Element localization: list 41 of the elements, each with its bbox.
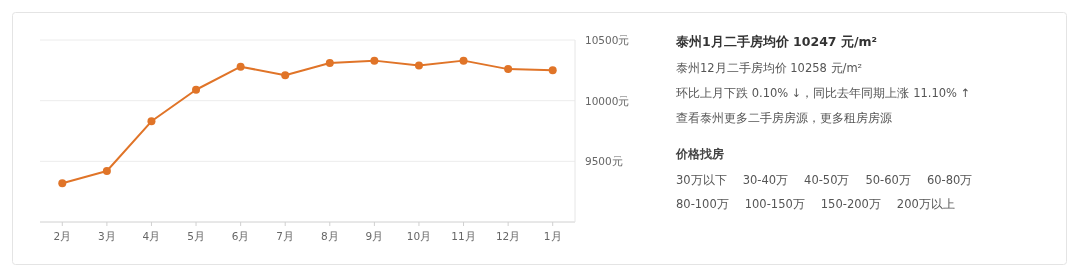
text: 40-50万 bbox=[804, 173, 850, 187]
text: 150-200万 bbox=[820, 197, 881, 211]
x-tick-label: 5月 bbox=[187, 230, 205, 242]
point bbox=[192, 85, 201, 94]
x-tick-label: 9月 bbox=[365, 230, 384, 242]
y-tick-label: 10000元 bbox=[585, 94, 630, 107]
text: 查看泰州更多二手房房源，更多租房房源 bbox=[676, 111, 892, 125]
x-tick-label: 3月 bbox=[98, 230, 116, 242]
point bbox=[370, 56, 379, 65]
text: 泰州12月二手房均价 10258 元/m² bbox=[676, 61, 863, 75]
point bbox=[414, 61, 423, 70]
x-tick-label: 4月 bbox=[142, 230, 161, 242]
x-tick-label: 7月 bbox=[276, 230, 295, 242]
x-tick-label: 12月 bbox=[495, 230, 521, 242]
point bbox=[147, 117, 156, 126]
text: 80-100万 bbox=[676, 197, 729, 211]
point bbox=[281, 71, 290, 80]
point bbox=[325, 59, 334, 68]
text: 泰州1月二手房均价 10247 元/m² bbox=[675, 34, 877, 49]
point bbox=[102, 167, 111, 176]
text: 环比上月下跌 0.10% ↓，同比去年同期上涨 11.10% ↑ bbox=[676, 86, 971, 100]
point bbox=[504, 65, 513, 74]
text: 200万以上 bbox=[896, 197, 955, 211]
point bbox=[459, 56, 468, 65]
x-tick-label: 6月 bbox=[231, 230, 250, 242]
x-tick-label: 8月 bbox=[320, 230, 339, 242]
x-tick-label: 11月 bbox=[451, 230, 476, 242]
y-tick-label: 10500元 bbox=[585, 34, 630, 46]
x-tick-label: 10月 bbox=[406, 230, 432, 242]
x-tick-label: 2月 bbox=[53, 230, 72, 242]
text: 30万以下 bbox=[676, 173, 727, 187]
x-tick-label: 1月 bbox=[543, 230, 562, 242]
text: 100-150万 bbox=[744, 197, 805, 211]
point bbox=[236, 62, 245, 71]
text: 价格找房 bbox=[675, 147, 724, 161]
point bbox=[548, 66, 557, 75]
text: 30-40万 bbox=[742, 173, 789, 187]
text: 60-80万 bbox=[926, 173, 973, 187]
point bbox=[58, 179, 67, 188]
y-tick-label: 9500元 bbox=[585, 155, 623, 168]
text: 50-60万 bbox=[865, 173, 911, 187]
